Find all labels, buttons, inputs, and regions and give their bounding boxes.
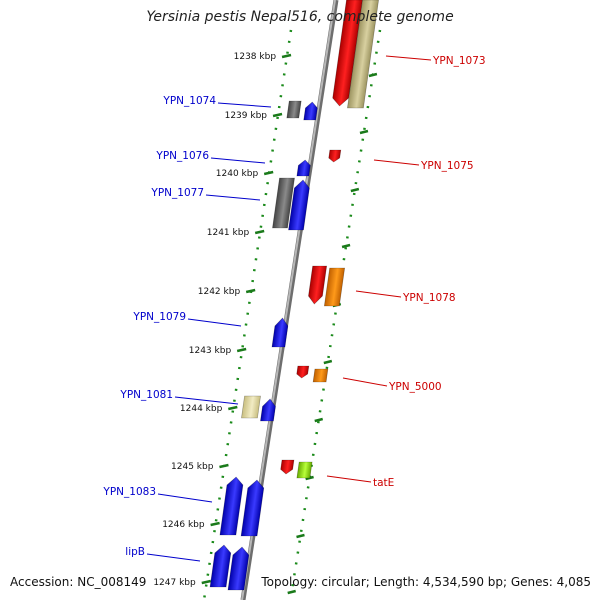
topology-text: Topology: circular; Length: 4,534,590 bp… [261, 575, 591, 589]
tick-mark [236, 347, 247, 353]
tick-label: 1238 kbp [234, 52, 277, 62]
gene-label-left: YPN_1074 [162, 95, 216, 107]
gene-leader-line [326, 475, 372, 483]
gene-leader-line [205, 194, 261, 201]
genome-title: Yersinia pestis Nepal516, complete genom… [146, 9, 454, 25]
gene-feature [240, 479, 265, 537]
tick-label: 1243 kbp [189, 346, 232, 356]
gene-leader-line [385, 55, 432, 61]
tick-mark [323, 359, 333, 365]
gene-leader-line [146, 553, 201, 562]
tick-label: 1246 kbp [162, 520, 205, 530]
gene-label-left: lipB [125, 546, 145, 558]
gene-feature [288, 179, 310, 231]
tick-mark [350, 187, 360, 193]
gene-label-right: YPN_5000 [388, 381, 442, 393]
tick-label: 1247 kbp [153, 578, 196, 588]
gene-label-right: tatE [373, 477, 394, 489]
gene-label-left: YPN_1081 [119, 389, 173, 401]
tick-mark [341, 243, 351, 249]
tick-mark [314, 417, 324, 423]
tick-label: 1239 kbp [225, 111, 268, 121]
gene-feature [296, 365, 310, 379]
gene-feature [227, 546, 250, 591]
tick-label: 1240 kbp [216, 169, 259, 179]
tick-mark [228, 405, 238, 411]
gene-label-right: YPN_1073 [432, 55, 486, 67]
tick-label: 1244 kbp [180, 404, 223, 414]
tick-label: 1242 kbp [198, 287, 241, 297]
gene-leader-line [187, 318, 242, 327]
gene-leader-line [157, 493, 213, 503]
tick-mark [201, 579, 212, 585]
gene-feature [296, 461, 313, 479]
gene-leader-line [174, 396, 239, 405]
gene-feature [332, 0, 363, 107]
gene-feature [296, 159, 311, 177]
accession-text: Accession: NC_008149 [10, 575, 147, 589]
gene-feature [260, 398, 276, 422]
tick-mark [287, 589, 296, 595]
gene-label-left: YPN_1083 [102, 486, 156, 498]
gene-leader-line [373, 159, 420, 166]
tick-mark [254, 229, 265, 235]
gene-label-left: YPN_1076 [155, 150, 209, 162]
gene-feature [303, 101, 318, 121]
gene-feature [280, 459, 295, 475]
gene-leader-line [342, 377, 388, 387]
gene-label-left: YPN_1077 [150, 187, 204, 199]
gene-feature [209, 544, 232, 588]
tick-mark [359, 129, 369, 135]
gene-feature [308, 265, 328, 305]
gene-feature [328, 149, 342, 163]
tick-mark [219, 463, 229, 469]
gene-label-right: YPN_1075 [420, 160, 474, 172]
gene-leader-line [210, 157, 266, 164]
tick-mark [263, 170, 274, 176]
gene-feature [323, 267, 346, 307]
tick-mark [296, 533, 305, 539]
gene-feature [312, 368, 329, 383]
gene-leader-line [355, 290, 402, 298]
gene-feature [347, 0, 379, 109]
tick-mark [245, 288, 256, 294]
tick-mark [210, 521, 220, 527]
tick-mark [281, 53, 292, 59]
tick-mark [368, 72, 378, 78]
gene-feature [286, 100, 302, 119]
gene-feature [271, 317, 289, 348]
tick-label: 1245 kbp [171, 462, 214, 472]
tick-mark [272, 112, 283, 118]
gene-leader-line [217, 102, 272, 108]
gene-label-left: YPN_1079 [132, 311, 186, 323]
gene-feature [272, 177, 295, 229]
tick-label: 1241 kbp [207, 228, 250, 238]
gene-feature [241, 395, 261, 419]
gene-feature [219, 476, 244, 536]
gene-label-right: YPN_1078 [402, 292, 456, 304]
